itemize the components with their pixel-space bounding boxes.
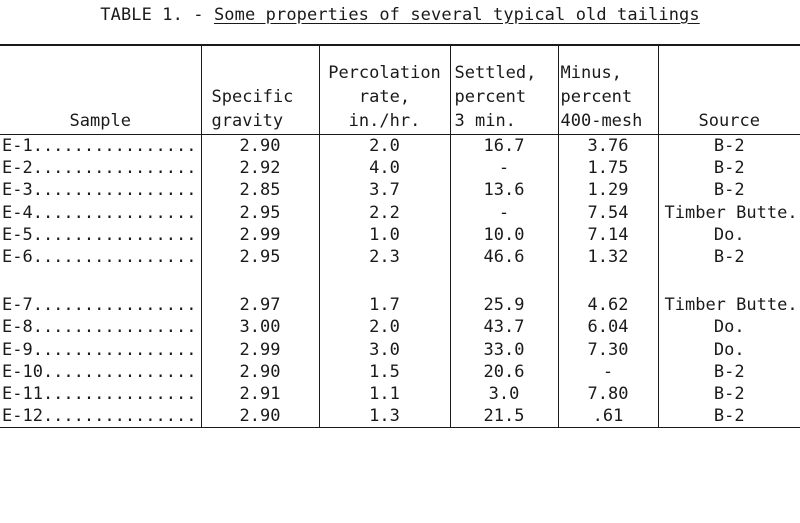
source-cell: B-2 <box>657 382 800 406</box>
source-cell: B-2 <box>657 245 800 269</box>
settled-cell: - <box>449 157 558 180</box>
settled-cell: 20.6 <box>449 360 558 383</box>
sample-cell: E-1................ <box>2 136 197 157</box>
minus-400-mesh-cell: 1.29 <box>557 179 658 202</box>
source-cell: B-2 <box>657 157 800 180</box>
sample-cell: E-10............... <box>2 361 197 382</box>
settled-cell: 10.0 <box>449 223 558 246</box>
table-row: E-8................ 3.00 2.0 43.7 6.04 D… <box>0 316 800 339</box>
table-row: E-2................ 2.92 4.0 - 1.75 B-2 <box>0 157 800 180</box>
specific-gravity-cell: 2.90 <box>200 134 319 158</box>
specific-gravity-cell: 2.90 <box>200 360 319 383</box>
minus-400-mesh-cell: 7.54 <box>557 201 658 224</box>
table-row: E-3................ 2.85 3.7 13.6 1.29 B… <box>0 179 800 202</box>
percolation-rate-cell: 1.0 <box>318 223 450 246</box>
settled-cell: 13.6 <box>449 179 558 202</box>
percolation-rate-cell: 2.3 <box>318 245 450 269</box>
specific-gravity-cell: 2.85 <box>200 179 319 202</box>
sample-cell: E-11............... <box>2 383 197 404</box>
specific-gravity-cell: 2.95 <box>200 245 319 269</box>
minus-400-mesh-cell: 7.30 <box>557 338 658 361</box>
percolation-rate-cell: 2.2 <box>318 201 450 224</box>
percolation-rate-cell: 2.0 <box>318 134 450 158</box>
sample-cell: E-2................ <box>2 158 197 179</box>
source-cell: Timber Butte. <box>657 294 800 317</box>
specific-gravity-cell: 2.92 <box>200 157 319 180</box>
minus-400-mesh-cell: 6.04 <box>557 316 658 339</box>
table-row: E-9................ 2.99 3.0 33.0 7.30 D… <box>0 338 800 361</box>
percolation-rate-cell: 3.7 <box>318 179 450 202</box>
table-row: E-12............... 2.90 1.3 21.5 .61 B-… <box>0 405 800 429</box>
table-title-text: Some properties of several typical old t… <box>213 5 700 25</box>
source-cell: B-2 <box>657 405 800 429</box>
settled-cell: 16.7 <box>449 134 558 158</box>
minus-400-mesh-cell: - <box>557 360 658 383</box>
header-row: Sample Specific gravity Percolation rate… <box>0 45 800 135</box>
percolation-rate-cell: 3.0 <box>318 338 450 361</box>
settled-cell: 25.9 <box>449 294 558 317</box>
sample-cell: E-12............... <box>0 405 201 429</box>
minus-400-mesh-cell: 7.14 <box>557 223 658 246</box>
source-cell: Do. <box>657 223 800 246</box>
percolation-rate-cell: 1.1 <box>318 382 450 406</box>
header-source: Source <box>657 45 800 135</box>
table-body: E-1................ 2.90 2.0 16.7 3.76 B… <box>0 134 800 429</box>
specific-gravity-cell: 2.90 <box>200 405 319 429</box>
properties-table: Sample Specific gravity Percolation rate… <box>0 44 800 429</box>
sample-cell: E-7................ <box>2 295 197 316</box>
percolation-rate-cell: 1.3 <box>318 405 450 429</box>
source-cell: Do. <box>657 338 800 361</box>
source-cell: B-2 <box>657 134 800 158</box>
minus-400-mesh-cell: 1.32 <box>557 245 658 269</box>
minus-400-mesh-cell: .61 <box>557 405 658 429</box>
sample-cell: E-8................ <box>2 317 197 338</box>
minus-400-mesh-cell: 1.75 <box>557 157 658 180</box>
source-cell: Do. <box>657 316 800 339</box>
settled-cell: 3.0 <box>449 382 558 406</box>
table-row: E-5................ 2.99 1.0 10.0 7.14 D… <box>0 223 800 246</box>
row-group-gap <box>0 268 800 295</box>
specific-gravity-cell: 2.99 <box>200 338 319 361</box>
minus-400-mesh-cell: 4.62 <box>557 294 658 317</box>
sample-cell: E-6................ <box>2 247 197 268</box>
source-cell: Timber Butte. <box>657 201 800 224</box>
settled-cell: 46.6 <box>449 245 558 269</box>
table-title: TABLE 1. - Some properties of several ty… <box>0 5 800 25</box>
table-row: E-11............... 2.91 1.1 3.0 7.80 B-… <box>0 382 800 406</box>
minus-400-mesh-cell: 3.76 <box>557 134 658 158</box>
specific-gravity-cell: 2.99 <box>200 223 319 246</box>
settled-cell: 21.5 <box>449 405 558 429</box>
sample-cell: E-5................ <box>2 224 197 245</box>
header-minus: Minus, percent 400-mesh <box>557 45 658 135</box>
table-row: E-1................ 2.90 2.0 16.7 3.76 B… <box>0 134 800 158</box>
source-cell: B-2 <box>657 360 800 383</box>
table-title-prefix: TABLE 1. - <box>100 5 214 25</box>
sample-cell: E-4................ <box>2 202 197 223</box>
specific-gravity-cell: 2.97 <box>200 294 319 317</box>
table-row: E-7................ 2.97 1.7 25.9 4.62 T… <box>0 294 800 317</box>
source-cell: B-2 <box>657 179 800 202</box>
sample-cell: E-9................ <box>2 339 197 360</box>
percolation-rate-cell: 1.7 <box>318 294 450 317</box>
header-percolation-rate: Percolation rate, in./hr. <box>318 45 450 135</box>
header-sample: Sample <box>0 45 201 135</box>
table-row: E-10............... 2.90 1.5 20.6 - B-2 <box>0 360 800 383</box>
percolation-rate-cell: 1.5 <box>318 360 450 383</box>
percolation-rate-cell: 4.0 <box>318 157 450 180</box>
sample-cell: E-3................ <box>2 180 197 201</box>
header-settled: Settled, percent 3 min. <box>449 45 558 135</box>
header-specific-gravity: Specific gravity <box>200 45 319 135</box>
table-row: E-4................ 2.95 2.2 - 7.54 Timb… <box>0 201 800 224</box>
specific-gravity-cell: 2.95 <box>200 201 319 224</box>
specific-gravity-cell: 2.91 <box>200 382 319 406</box>
minus-400-mesh-cell: 7.80 <box>557 382 658 406</box>
settled-cell: - <box>449 201 558 224</box>
settled-cell: 33.0 <box>449 338 558 361</box>
settled-cell: 43.7 <box>449 316 558 339</box>
percolation-rate-cell: 2.0 <box>318 316 450 339</box>
specific-gravity-cell: 3.00 <box>200 316 319 339</box>
table-row: E-6................ 2.95 2.3 46.6 1.32 B… <box>0 245 800 269</box>
